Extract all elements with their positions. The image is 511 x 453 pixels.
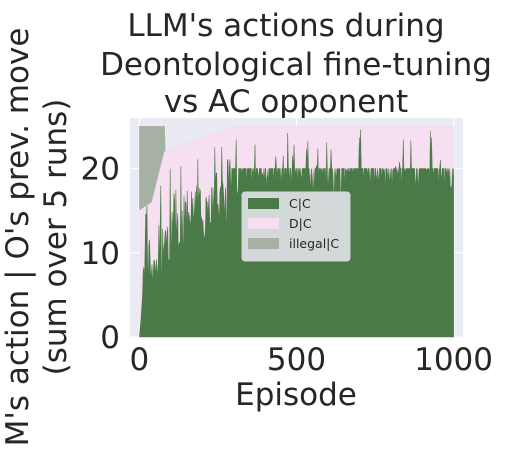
legend-label: C|C [289,196,311,211]
x-tick-label: 1000 [414,342,493,378]
x-axis-label: Episode [235,377,357,413]
x-tick-label: 500 [267,342,326,378]
chart-title: LLM's actions during Deontological fine-… [100,8,492,120]
legend-swatch [248,238,279,249]
legend-label: illegal|C [289,236,339,251]
y-axis-label: M's action | O's prev. move (sum over 5 … [0,28,74,447]
y-tick-labels: 0 10 20 [81,152,120,356]
y-tick-label: 0 [100,320,120,356]
title-line-3: vs AC opponent [164,84,408,120]
x-tick-label: 0 [130,342,150,378]
legend-swatch [248,218,279,229]
y-axis-label-line-1: M's action | O's prev. move [0,28,36,447]
legend-swatch [248,198,279,209]
x-tick-labels: 0 500 1000 [130,342,493,378]
legend-label: D|C [289,216,312,231]
y-axis-label-line-2: (sum over 5 runs) [38,99,74,376]
title-line-2: Deontological fine-tuning [100,47,492,83]
y-tick-label: 10 [81,236,120,272]
legend: C|C D|C illegal|C [241,191,351,262]
title-line-1: LLM's actions during [127,8,444,44]
y-tick-label: 20 [81,152,120,188]
